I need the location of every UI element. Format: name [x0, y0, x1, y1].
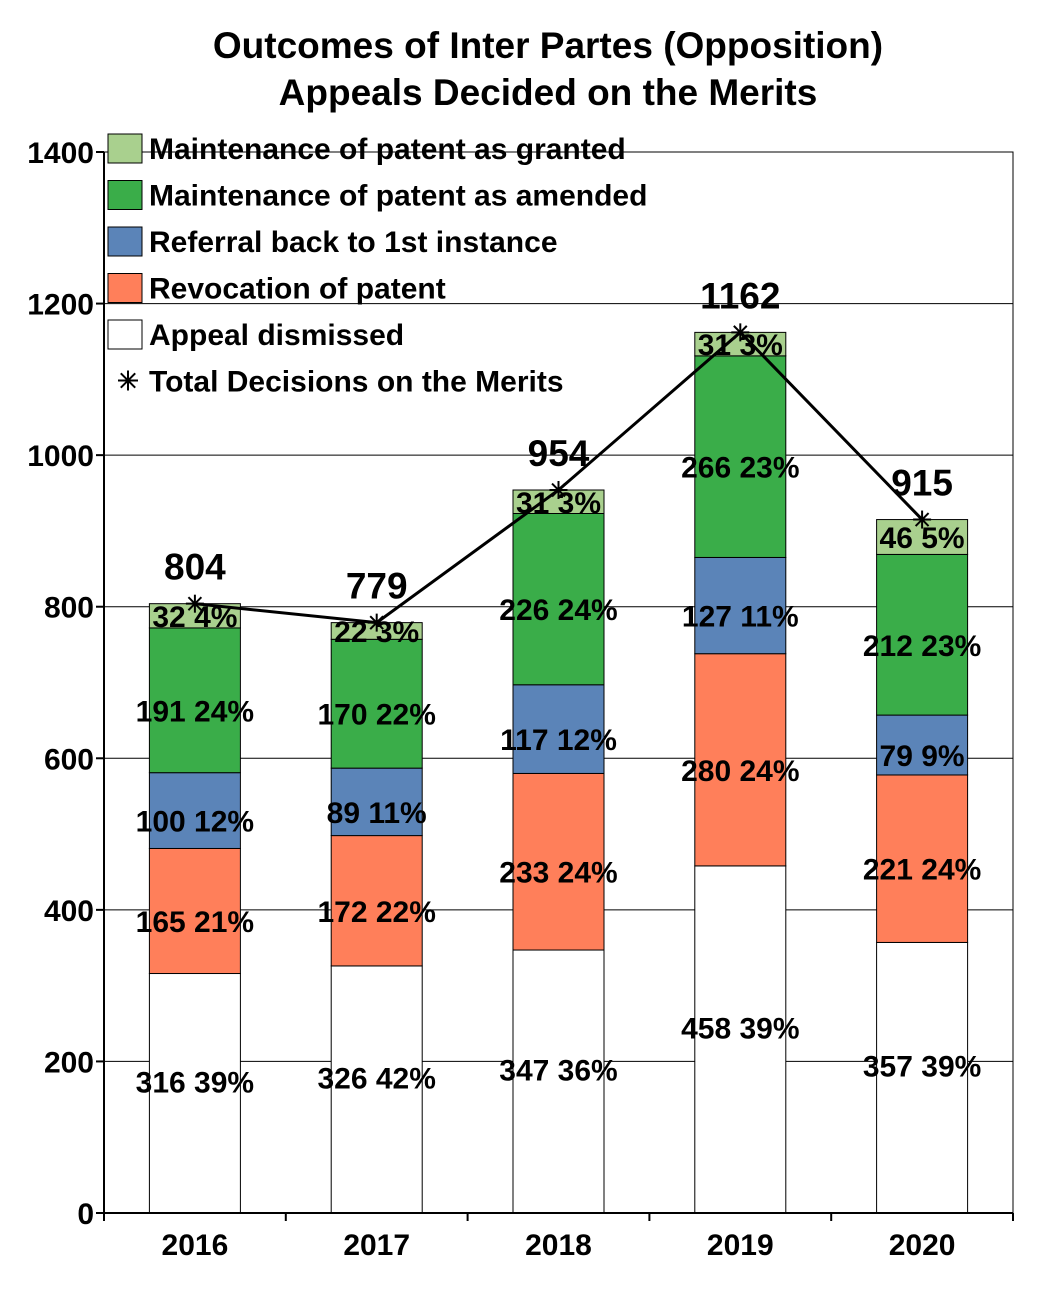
x-tick-label-2017: 2017	[343, 1229, 410, 1262]
legend-item-referral-back-to-1st-instance: Referral back to 1st instance	[107, 226, 558, 259]
bars	[148, 331, 969, 1214]
bar-appeal-dismissed-2020	[876, 941, 969, 1214]
data-label-maintenance-of-patent-as-granted-2017: 22 3%	[334, 616, 419, 649]
bar-referral-back-to-1st-instance-2020	[876, 714, 969, 776]
legend-item-revocation-of-patent: Revocation of patent	[107, 273, 446, 306]
legend-item-maintenance-of-patent-as-amended: Maintenance of patent as amended	[107, 180, 647, 213]
legend-marker-total-decisions-on-the-merits	[118, 370, 138, 391]
y-tick-label: 0	[77, 1198, 94, 1231]
data-label-referral-back-to-1st-instance-2017: 89 11%	[327, 797, 427, 830]
bar-referral-back-to-1st-instance-2016	[148, 772, 241, 849]
chart-title: Outcomes of Inter Partes (Opposition) Ap…	[213, 25, 883, 113]
data-label-maintenance-of-patent-as-granted-2019: 31 3%	[698, 329, 783, 362]
x-tick-label-2016: 2016	[162, 1229, 229, 1262]
data-label-maintenance-of-patent-as-granted-2020: 46 5%	[880, 522, 965, 555]
chart-title-line-2: Appeals Decided on the Merits	[279, 72, 818, 113]
bar-referral-back-to-1st-instance-2017	[330, 767, 423, 837]
data-label-referral-back-to-1st-instance-2020: 79 9%	[880, 740, 965, 773]
legend-label-appeal-dismissed: Appeal dismissed	[149, 319, 404, 352]
legend-label-total-decisions-on-the-merits: Total Decisions on the Merits	[149, 366, 564, 399]
bar-maintenance-of-patent-as-amended-2018	[512, 512, 605, 686]
bar-appeal-dismissed-2018	[512, 949, 605, 1214]
x-tick-label-2019: 2019	[707, 1229, 774, 1262]
bar-appeal-dismissed-2017	[330, 965, 423, 1214]
y-tick-label: 1400	[27, 137, 94, 170]
bar-maintenance-of-patent-as-amended-2019	[694, 355, 787, 558]
chart-title-line-1: Outcomes of Inter Partes (Opposition)	[213, 25, 883, 66]
legend-label-referral-back-to-1st-instance: Referral back to 1st instance	[149, 226, 558, 259]
legend-label-maintenance-of-patent-as-granted: Maintenance of patent as granted	[149, 133, 626, 166]
bar-revocation-of-patent-2019	[694, 653, 787, 867]
bar-revocation-of-patent-2016	[148, 847, 241, 975]
bar-referral-back-to-1st-instance-2018	[512, 684, 605, 774]
legend-swatch-appeal-dismissed	[107, 319, 143, 350]
legend-label-revocation-of-patent: Revocation of patent	[149, 273, 446, 306]
total-label-2020: 915	[891, 463, 953, 504]
data-label-revocation-of-patent-2016: 165 21%	[136, 906, 254, 939]
bar-maintenance-of-patent-as-amended-2016	[148, 627, 241, 774]
data-label-revocation-of-patent-2018: 233 24%	[499, 857, 617, 890]
data-label-maintenance-of-patent-as-amended-2016: 191 24%	[136, 695, 254, 728]
data-label-referral-back-to-1st-instance-2019: 127 11%	[682, 601, 799, 634]
legend-label-maintenance-of-patent-as-amended: Maintenance of patent as amended	[149, 180, 647, 213]
data-label-maintenance-of-patent-as-granted-2016: 32 4%	[152, 601, 237, 634]
total-line	[185, 323, 932, 632]
bar-maintenance-of-patent-as-amended-2020	[876, 553, 969, 716]
y-tick-label: 600	[44, 743, 94, 776]
data-label-revocation-of-patent-2020: 221 24%	[863, 854, 981, 887]
data-label-maintenance-of-patent-as-granted-2018: 31 3%	[516, 487, 601, 520]
bar-appeal-dismissed-2016	[148, 973, 241, 1214]
y-tick-label: 400	[44, 895, 94, 928]
legend-item-appeal-dismissed: Appeal dismissed	[107, 319, 404, 352]
data-label-appeal-dismissed-2018: 347 36%	[499, 1055, 617, 1088]
y-tick-label: 200	[44, 1046, 94, 1079]
total-label-2016: 804	[164, 547, 226, 588]
legend-item-total-decisions-on-the-merits: Total Decisions on the Merits	[118, 366, 564, 399]
bar-referral-back-to-1st-instance-2019	[694, 556, 787, 655]
total-label-2018: 954	[528, 433, 590, 474]
y-tick-label: 1200	[27, 289, 94, 322]
data-labels: 316 39% 165 21% 100 12% 191 24% 32 4% 326 42%…	[136, 275, 982, 1099]
axes: 0 200 400 600 800 1000 1200 1400 2016 2017 2018 201…	[27, 137, 1014, 1262]
data-label-revocation-of-patent-2019: 280 24%	[681, 755, 799, 788]
bar-revocation-of-patent-2020	[876, 774, 969, 943]
data-label-appeal-dismissed-2020: 357 39%	[863, 1051, 981, 1084]
legend-swatch-revocation-of-patent	[107, 273, 143, 303]
data-label-appeal-dismissed-2017: 326 42%	[317, 1062, 435, 1095]
total-marker-2019	[731, 323, 750, 342]
bar-revocation-of-patent-2017	[330, 835, 423, 967]
data-label-maintenance-of-patent-as-amended-2020: 212 23%	[863, 630, 981, 663]
legend-swatch-maintenance-of-patent-as-amended	[107, 180, 143, 210]
data-label-maintenance-of-patent-as-amended-2019: 266 23%	[681, 452, 799, 485]
bar-revocation-of-patent-2018	[512, 772, 605, 951]
data-label-maintenance-of-patent-as-amended-2017: 170 22%	[317, 699, 435, 732]
total-marker-2016	[185, 594, 204, 613]
total-label-2019: 1162	[700, 275, 780, 316]
legend-item-maintenance-of-patent-as-granted: Maintenance of patent as granted	[107, 133, 626, 166]
y-tick-label: 800	[44, 592, 94, 625]
total-marker-2017	[367, 613, 386, 632]
data-label-maintenance-of-patent-as-amended-2018: 226 24%	[499, 594, 617, 627]
x-tick-label-2018: 2018	[525, 1229, 592, 1262]
x-tick-label-2020: 2020	[889, 1229, 956, 1262]
data-label-referral-back-to-1st-instance-2018: 117 12%	[500, 724, 617, 757]
data-label-appeal-dismissed-2019: 458 39%	[681, 1012, 799, 1045]
legend: Maintenance of patent as granted Maintena…	[107, 133, 647, 399]
data-label-appeal-dismissed-2016: 316 39%	[136, 1066, 254, 1099]
y-tick-label: 1000	[27, 440, 94, 473]
data-label-revocation-of-patent-2017: 172 22%	[317, 896, 435, 929]
data-label-referral-back-to-1st-instance-2016: 100 12%	[136, 806, 254, 839]
total-label-2017: 779	[346, 566, 408, 607]
legend-swatch-referral-back-to-1st-instance	[107, 226, 143, 257]
total-marker-2020	[913, 510, 932, 529]
total-marker-2018	[549, 481, 568, 500]
legend-swatch-maintenance-of-patent-as-granted	[107, 133, 143, 164]
bar-maintenance-of-patent-as-amended-2017	[330, 638, 423, 769]
